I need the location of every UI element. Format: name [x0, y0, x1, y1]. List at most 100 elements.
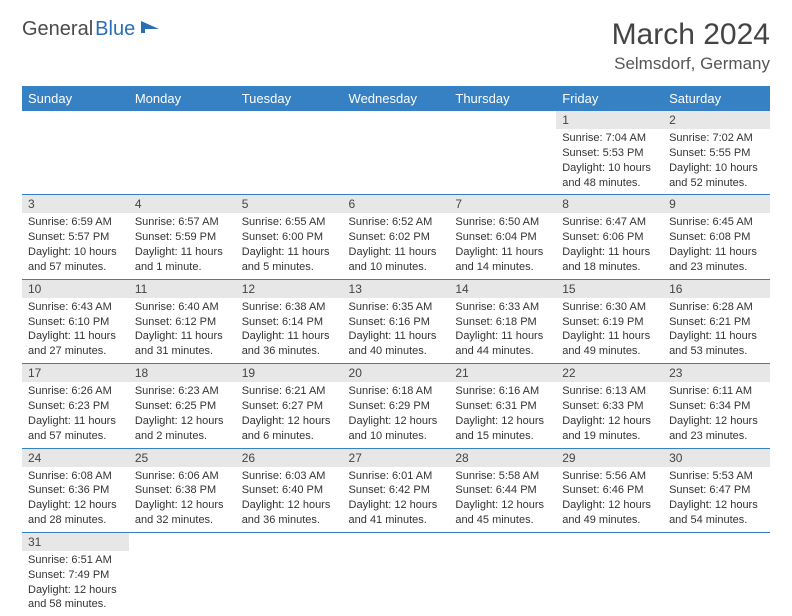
weekday-header: Saturday	[663, 86, 770, 111]
day-number: 8	[556, 195, 663, 213]
calendar-cell: 25Sunrise: 6:06 AMSunset: 6:38 PMDayligh…	[129, 448, 236, 532]
calendar-cell: 29Sunrise: 5:56 AMSunset: 6:46 PMDayligh…	[556, 448, 663, 532]
sunset: Sunset: 5:55 PM	[669, 146, 764, 161]
calendar-cell	[343, 532, 450, 616]
calendar-cell: 12Sunrise: 6:38 AMSunset: 6:14 PMDayligh…	[236, 279, 343, 363]
daylight: Daylight: 11 hours and 23 minutes.	[669, 245, 764, 275]
day-number: 24	[22, 449, 129, 467]
day-details: Sunrise: 6:57 AMSunset: 5:59 PMDaylight:…	[129, 213, 236, 278]
day-details: Sunrise: 6:55 AMSunset: 6:00 PMDaylight:…	[236, 213, 343, 278]
logo: GeneralBlue	[22, 18, 161, 41]
day-details: Sunrise: 6:43 AMSunset: 6:10 PMDaylight:…	[22, 298, 129, 363]
day-number: 19	[236, 364, 343, 382]
calendar-cell	[22, 111, 129, 195]
daylight: Daylight: 12 hours and 2 minutes.	[135, 414, 230, 444]
day-number: 1	[556, 111, 663, 129]
sunset: Sunset: 6:25 PM	[135, 399, 230, 414]
sunrise: Sunrise: 5:56 AM	[562, 469, 657, 484]
weekday-header: Sunday	[22, 86, 129, 111]
calendar-cell	[556, 532, 663, 616]
sunrise: Sunrise: 6:23 AM	[135, 384, 230, 399]
daylight: Daylight: 12 hours and 41 minutes.	[349, 498, 444, 528]
calendar-cell: 13Sunrise: 6:35 AMSunset: 6:16 PMDayligh…	[343, 279, 450, 363]
calendar-cell: 24Sunrise: 6:08 AMSunset: 6:36 PMDayligh…	[22, 448, 129, 532]
day-number: 22	[556, 364, 663, 382]
daylight: Daylight: 11 hours and 44 minutes.	[455, 329, 550, 359]
day-number: 10	[22, 280, 129, 298]
sunset: Sunset: 6:16 PM	[349, 315, 444, 330]
sunrise: Sunrise: 6:18 AM	[349, 384, 444, 399]
day-details: Sunrise: 6:03 AMSunset: 6:40 PMDaylight:…	[236, 467, 343, 532]
weekday-header: Monday	[129, 86, 236, 111]
sunset: Sunset: 6:47 PM	[669, 483, 764, 498]
sunrise: Sunrise: 6:43 AM	[28, 300, 123, 315]
day-number: 20	[343, 364, 450, 382]
calendar-cell: 21Sunrise: 6:16 AMSunset: 6:31 PMDayligh…	[449, 364, 556, 448]
calendar-cell: 19Sunrise: 6:21 AMSunset: 6:27 PMDayligh…	[236, 364, 343, 448]
calendar-row: 17Sunrise: 6:26 AMSunset: 6:23 PMDayligh…	[22, 364, 770, 448]
day-details: Sunrise: 6:26 AMSunset: 6:23 PMDaylight:…	[22, 382, 129, 447]
flag-icon	[141, 18, 161, 41]
calendar-row: 3Sunrise: 6:59 AMSunset: 5:57 PMDaylight…	[22, 195, 770, 279]
day-number: 18	[129, 364, 236, 382]
sunset: Sunset: 6:31 PM	[455, 399, 550, 414]
logo-text-1: General	[22, 18, 93, 41]
sunset: Sunset: 6:02 PM	[349, 230, 444, 245]
day-details: Sunrise: 5:56 AMSunset: 6:46 PMDaylight:…	[556, 467, 663, 532]
calendar-cell: 23Sunrise: 6:11 AMSunset: 6:34 PMDayligh…	[663, 364, 770, 448]
sunrise: Sunrise: 7:02 AM	[669, 131, 764, 146]
logo-text-2: Blue	[95, 18, 135, 41]
day-details: Sunrise: 5:58 AMSunset: 6:44 PMDaylight:…	[449, 467, 556, 532]
sunrise: Sunrise: 6:08 AM	[28, 469, 123, 484]
daylight: Daylight: 11 hours and 18 minutes.	[562, 245, 657, 275]
day-number: 21	[449, 364, 556, 382]
calendar-cell: 20Sunrise: 6:18 AMSunset: 6:29 PMDayligh…	[343, 364, 450, 448]
sunset: Sunset: 6:19 PM	[562, 315, 657, 330]
calendar-cell: 8 Sunrise: 6:47 AMSunset: 6:06 PMDaylight…	[556, 195, 663, 279]
calendar-cell: 14Sunrise: 6:33 AMSunset: 6:18 PMDayligh…	[449, 279, 556, 363]
sunset: Sunset: 6:27 PM	[242, 399, 337, 414]
calendar-row: 24Sunrise: 6:08 AMSunset: 6:36 PMDayligh…	[22, 448, 770, 532]
day-details: Sunrise: 6:08 AMSunset: 6:36 PMDaylight:…	[22, 467, 129, 532]
day-details: Sunrise: 6:50 AMSunset: 6:04 PMDaylight:…	[449, 213, 556, 278]
calendar-cell	[343, 111, 450, 195]
day-details: Sunrise: 6:30 AMSunset: 6:19 PMDaylight:…	[556, 298, 663, 363]
daylight: Daylight: 11 hours and 36 minutes.	[242, 329, 337, 359]
day-number: 9	[663, 195, 770, 213]
sunrise: Sunrise: 6:51 AM	[28, 553, 123, 568]
day-number: 29	[556, 449, 663, 467]
sunrise: Sunrise: 5:58 AM	[455, 469, 550, 484]
day-details: Sunrise: 6:35 AMSunset: 6:16 PMDaylight:…	[343, 298, 450, 363]
sunrise: Sunrise: 7:04 AM	[562, 131, 657, 146]
sunrise: Sunrise: 6:21 AM	[242, 384, 337, 399]
day-number: 7	[449, 195, 556, 213]
sunset: Sunset: 6:21 PM	[669, 315, 764, 330]
daylight: Daylight: 11 hours and 53 minutes.	[669, 329, 764, 359]
sunset: Sunset: 6:18 PM	[455, 315, 550, 330]
location: Selmsdorf, Germany	[612, 54, 770, 74]
daylight: Daylight: 11 hours and 5 minutes.	[242, 245, 337, 275]
weekday-header: Tuesday	[236, 86, 343, 111]
sunset: Sunset: 6:46 PM	[562, 483, 657, 498]
calendar-cell: 22Sunrise: 6:13 AMSunset: 6:33 PMDayligh…	[556, 364, 663, 448]
day-details: Sunrise: 6:16 AMSunset: 6:31 PMDaylight:…	[449, 382, 556, 447]
calendar-cell: 5Sunrise: 6:55 AMSunset: 6:00 PMDaylight…	[236, 195, 343, 279]
calendar-cell: 30Sunrise: 5:53 AMSunset: 6:47 PMDayligh…	[663, 448, 770, 532]
day-number: 6	[343, 195, 450, 213]
sunset: Sunset: 6:36 PM	[28, 483, 123, 498]
day-details: Sunrise: 6:33 AMSunset: 6:18 PMDaylight:…	[449, 298, 556, 363]
daylight: Daylight: 12 hours and 54 minutes.	[669, 498, 764, 528]
sunrise: Sunrise: 6:47 AM	[562, 215, 657, 230]
daylight: Daylight: 12 hours and 28 minutes.	[28, 498, 123, 528]
sunset: Sunset: 5:59 PM	[135, 230, 230, 245]
title-block: March 2024 Selmsdorf, Germany	[612, 18, 770, 74]
sunrise: Sunrise: 6:59 AM	[28, 215, 123, 230]
header: GeneralBlue March 2024 Selmsdorf, German…	[22, 18, 770, 74]
sunrise: Sunrise: 6:03 AM	[242, 469, 337, 484]
sunrise: Sunrise: 6:16 AM	[455, 384, 550, 399]
day-number: 5	[236, 195, 343, 213]
calendar-cell: 11Sunrise: 6:40 AMSunset: 6:12 PMDayligh…	[129, 279, 236, 363]
sunset: Sunset: 6:06 PM	[562, 230, 657, 245]
sunrise: Sunrise: 6:06 AM	[135, 469, 230, 484]
calendar-cell: 10Sunrise: 6:43 AMSunset: 6:10 PMDayligh…	[22, 279, 129, 363]
